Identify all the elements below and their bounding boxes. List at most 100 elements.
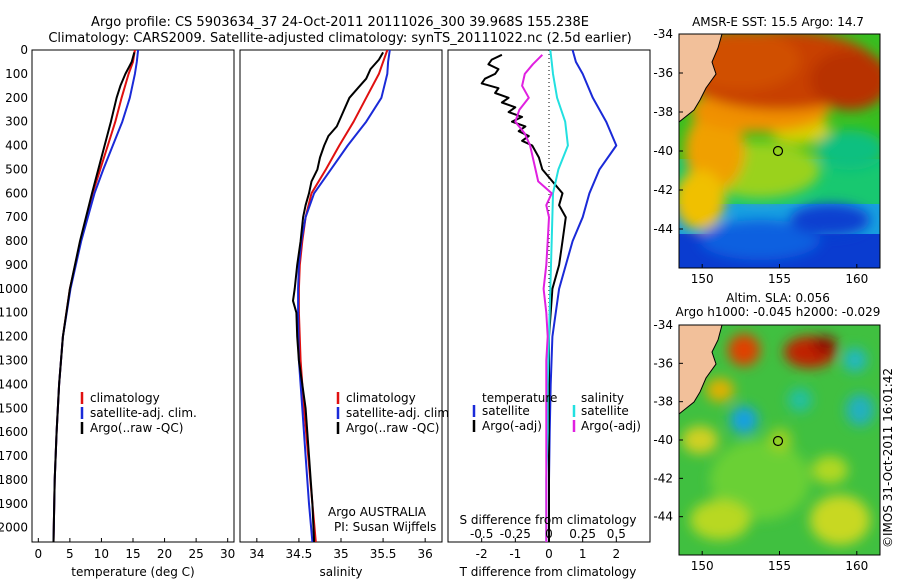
sla-map-title-2: Argo h1000: -0.045 h2000: -0.029 bbox=[676, 305, 881, 319]
salinity-legend: climatology satellite-adj. clim. Argo(..… bbox=[336, 391, 453, 435]
difference-xtick-label: 2 bbox=[613, 547, 621, 561]
map-ytick-label: -34 bbox=[653, 27, 673, 41]
difference-xtick-label: -2 bbox=[476, 547, 488, 561]
temperature-xtick-label: 10 bbox=[94, 547, 109, 561]
difference-top-tick-label: 0.25 bbox=[569, 527, 596, 541]
legend-label-sal-satellite: satellite bbox=[581, 404, 629, 418]
map-ytick-label: -40 bbox=[653, 433, 673, 447]
depth-tick-label: 600 bbox=[5, 186, 28, 200]
map-ytick-label: -36 bbox=[653, 356, 673, 370]
depth-tick-label: 1100 bbox=[0, 306, 28, 320]
annotation-argo-australia: Argo AUSTRALIA bbox=[328, 505, 427, 519]
depth-tick-label: 1800 bbox=[0, 473, 28, 487]
depth-tick-label: 300 bbox=[5, 115, 28, 129]
difference-series-temperature-satellite bbox=[548, 50, 618, 542]
depth-tick-label: 1500 bbox=[0, 401, 28, 415]
sla-map-title-1: Altim. SLA: 0.056 bbox=[726, 291, 830, 305]
depth-tick-label: 1600 bbox=[0, 425, 28, 439]
depth-tick-label: 2000 bbox=[0, 521, 28, 535]
salinity-xtick-label: 34 bbox=[249, 547, 264, 561]
sst-map-title: AMSR-E SST: 15.5 Argo: 14.7 bbox=[692, 15, 864, 29]
temperature-series-argo-raw-qc- bbox=[52, 52, 136, 542]
map-ytick-label: -34 bbox=[653, 318, 673, 332]
difference-series-temperature-argo-adj- bbox=[480, 53, 567, 542]
depth-tick-label: 900 bbox=[5, 258, 28, 272]
sst-field bbox=[679, 34, 880, 268]
salinity-xtick-label: 36 bbox=[418, 547, 433, 561]
temperature-xtick-label: 15 bbox=[125, 547, 140, 561]
depth-tick-label: 1900 bbox=[0, 497, 28, 511]
map-xtick-label: 150 bbox=[691, 272, 714, 286]
map-ytick-label: -44 bbox=[653, 222, 673, 236]
difference-xtick-label: -1 bbox=[509, 547, 521, 561]
difference-top-tick-label: -0.25 bbox=[500, 527, 531, 541]
temperature-plot-frame bbox=[31, 49, 235, 543]
legend-header-temperature: temperature bbox=[482, 391, 557, 405]
sla-field bbox=[679, 325, 880, 555]
difference-top-tick-label: -0.5 bbox=[470, 527, 493, 541]
map-ytick-label: -42 bbox=[653, 183, 673, 197]
legend-label-satellite-adj: satellite-adj. clim. bbox=[90, 406, 197, 420]
salinity-panel: 34 34.5 35 35.5 36 salinity climatology sate… bbox=[239, 49, 453, 579]
map-ytick-label: -36 bbox=[653, 66, 673, 80]
difference-series-salinity-argo-adj- bbox=[514, 54, 553, 542]
depth-tick-label: 0 bbox=[20, 43, 28, 57]
salinity-series-argo-raw-qc- bbox=[292, 51, 384, 542]
difference-legend: temperature salinity satellite Argo(-adj… bbox=[472, 391, 641, 433]
depth-tick-label: 800 bbox=[5, 234, 28, 248]
legend-label-argo: Argo(..raw -QC) bbox=[90, 421, 183, 435]
map-ytick-label: -44 bbox=[653, 510, 673, 524]
depth-tick-label: 1700 bbox=[0, 449, 28, 463]
imos-credit: ©IMOS 31-Oct-2011 16:01:42 bbox=[881, 368, 895, 548]
map-xtick-label: 155 bbox=[768, 559, 791, 573]
depth-tick-label: 1000 bbox=[0, 282, 28, 296]
depth-tick-label: 1400 bbox=[0, 377, 28, 391]
temperature-panel: 0 5 10 15 20 25 30 temperature (deg C) climato… bbox=[31, 49, 235, 579]
header-line1: Argo profile: CS 5903634_37 24-Oct-2011 … bbox=[91, 15, 589, 30]
map-xtick-label: 155 bbox=[768, 272, 791, 286]
sla-argo-marker bbox=[772, 435, 784, 447]
depth-tick-label: 1200 bbox=[0, 330, 28, 344]
sla-land bbox=[679, 325, 723, 415]
legend-label-argo: Argo(..raw -QC) bbox=[346, 421, 439, 435]
header-line2: Climatology: CARS2009. Satellite-adjuste… bbox=[48, 31, 631, 46]
map-ytick-label: -38 bbox=[653, 395, 673, 409]
temperature-xlabel: temperature (deg C) bbox=[71, 565, 194, 579]
depth-tick-label: 400 bbox=[5, 139, 28, 153]
difference-series-salinity-satellite bbox=[545, 50, 569, 542]
legend-label-temp-argo: Argo(-adj) bbox=[482, 419, 542, 433]
salinity-series-satellite-adj-clim- bbox=[297, 50, 391, 542]
map-ytick-label: -38 bbox=[653, 105, 673, 119]
difference-top-tick-label: 0.5 bbox=[607, 527, 626, 541]
legend-label-temp-satellite: satellite bbox=[482, 404, 530, 418]
depth-axis: 0 100 200 300 400 500 600 700 800 900 1000 1100 1200… bbox=[0, 43, 28, 535]
depth-tick-label: 100 bbox=[5, 67, 28, 81]
difference-top-xlabel: S difference from climatology bbox=[460, 513, 637, 527]
temperature-xtick-label: 20 bbox=[157, 547, 172, 561]
difference-xlabel: T difference from climatology bbox=[459, 565, 637, 579]
sla-map: Altim. SLA: 0.056 Argo h1000: -0.045 h20… bbox=[653, 291, 881, 573]
temperature-xtick-label: 25 bbox=[188, 547, 203, 561]
salinity-plot-frame bbox=[239, 49, 443, 543]
map-xtick-label: 160 bbox=[845, 559, 868, 573]
difference-xtick-label: 0 bbox=[545, 547, 553, 561]
map-ytick-label: -42 bbox=[653, 471, 673, 485]
legend-label-satellite-adj: satellite-adj. clim. bbox=[346, 406, 453, 420]
temperature-xtick-label: 5 bbox=[66, 547, 74, 561]
salinity-xtick-label: 35.5 bbox=[370, 547, 397, 561]
sst-land bbox=[679, 34, 723, 123]
temperature-legend: climatology satellite-adj. clim. Argo(..… bbox=[80, 391, 197, 435]
difference-xtick-label: 1 bbox=[579, 547, 587, 561]
temperature-xtick-label: 30 bbox=[220, 547, 235, 561]
salinity-xtick-label: 35 bbox=[333, 547, 348, 561]
salinity-xlabel: salinity bbox=[319, 565, 362, 579]
legend-label-climatology: climatology bbox=[90, 391, 160, 405]
legend-label-sal-argo: Argo(-adj) bbox=[581, 419, 641, 433]
legend-label-climatology: climatology bbox=[346, 391, 416, 405]
annotation-pi: PI: Susan Wijffels bbox=[334, 520, 436, 534]
difference-panel: -2 -1 0 1 2 -0.5 -0.25 0 0.25 0.5 S difference f… bbox=[447, 49, 651, 579]
depth-tick-label: 500 bbox=[5, 162, 28, 176]
depth-tick-label: 700 bbox=[5, 210, 28, 224]
sst-map: AMSR-E SST: 15.5 Argo: 14.7 bbox=[653, 15, 881, 286]
